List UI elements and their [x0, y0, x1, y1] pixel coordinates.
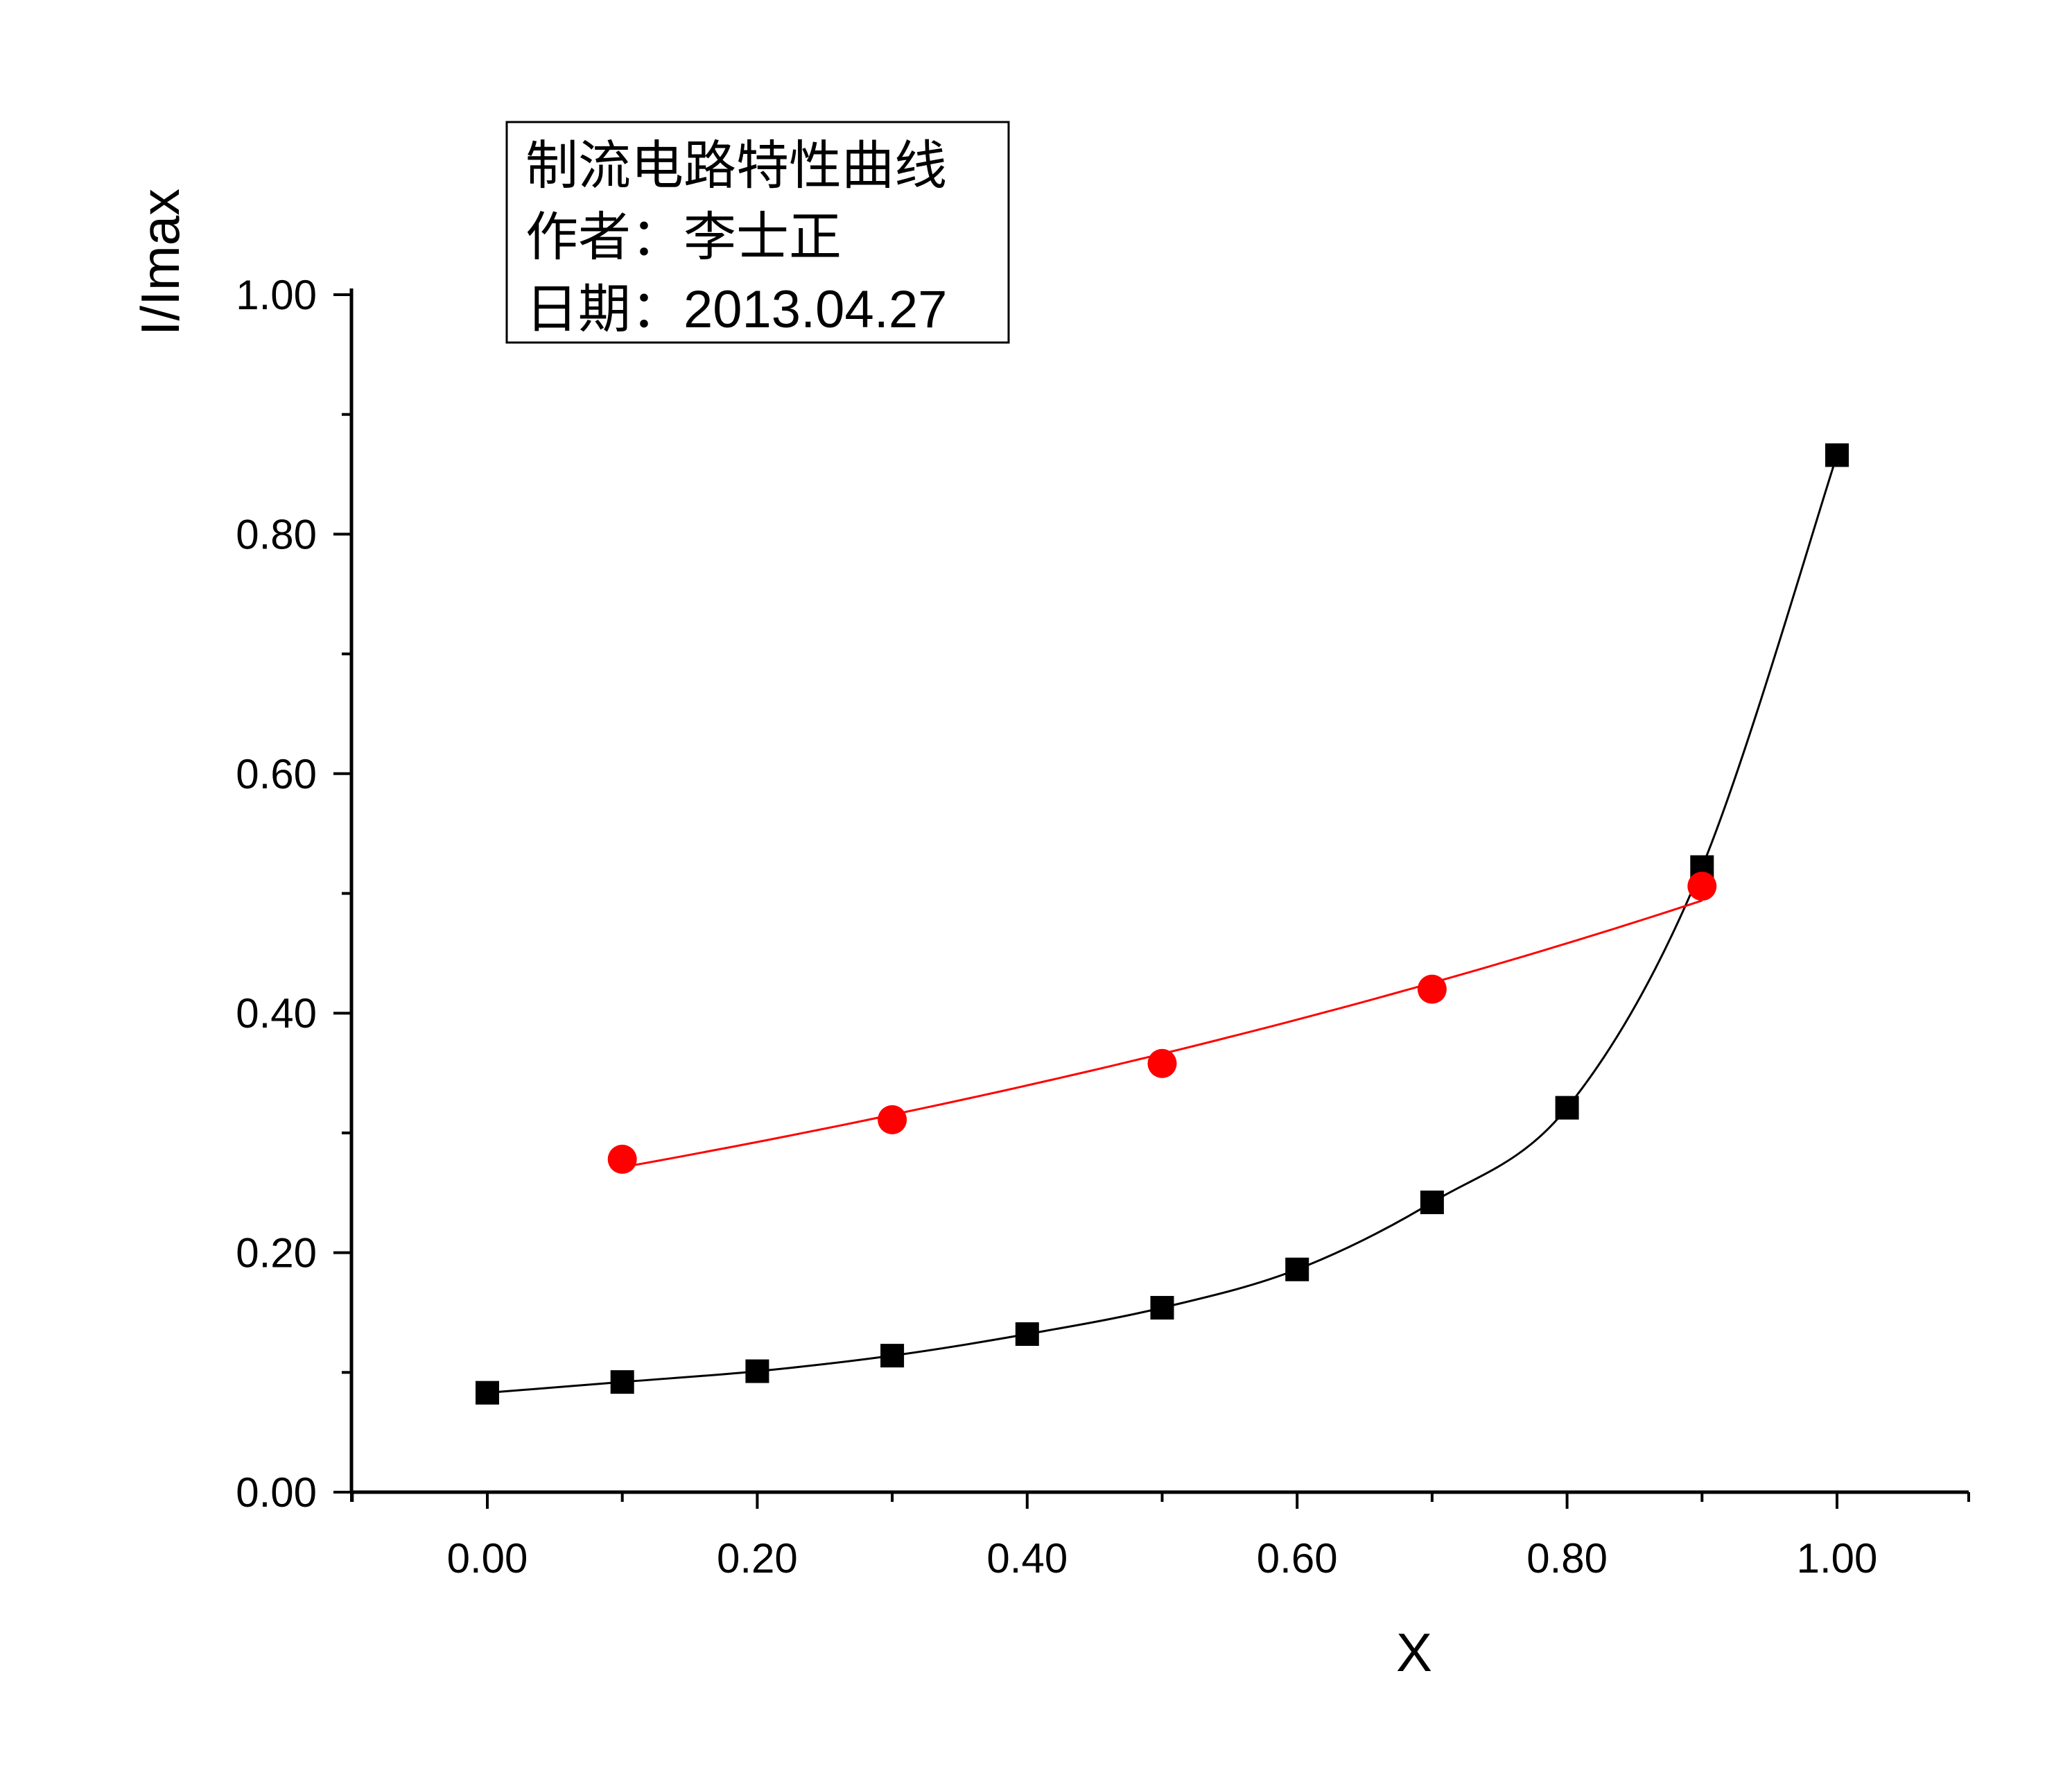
x-axis-title: X — [1396, 1622, 1432, 1683]
annotation-date: 日期：2013.04.27 — [525, 278, 947, 340]
annotation-title-text: 制流电路特性曲线 — [525, 135, 947, 196]
data-point-circle — [878, 1105, 907, 1134]
y-tick-label: 0.00 — [236, 1469, 317, 1516]
annotation-date-value: 2013.04.27 — [684, 280, 947, 339]
annotation-title: 制流电路特性曲线 — [525, 135, 947, 196]
axis-ticks: 0.00 0.20 0.40 0.60 0.80 1.00 0.00 0.20 0.40 0.60… — [236, 272, 1970, 1582]
data-point-circle — [607, 1144, 637, 1174]
y-axis-title: I/Imax — [130, 189, 191, 336]
x-tick-label: 1.00 — [1797, 1535, 1878, 1582]
data-point-square — [1015, 1322, 1039, 1347]
fit-curve-series-2 — [622, 899, 1703, 1168]
x-tick-label: 0.80 — [1526, 1535, 1608, 1582]
x-tick-label: 0.60 — [1257, 1535, 1338, 1582]
data-point-square — [476, 1381, 499, 1405]
y-tick-label: 0.20 — [236, 1230, 317, 1277]
data-point-square — [1555, 1096, 1579, 1120]
y-tick-label: 0.60 — [236, 751, 317, 797]
annotation-author-value: 李士正 — [684, 206, 842, 268]
annotation-author-label: 作者： — [525, 206, 684, 268]
data-point-square — [880, 1344, 905, 1368]
annotation-date-label: 日期： — [525, 278, 684, 340]
x-tick-label: 0.00 — [447, 1535, 528, 1582]
x-tick-label: 0.20 — [717, 1535, 798, 1582]
data-point-circle — [1417, 974, 1447, 1004]
y-tick-label: 0.80 — [236, 511, 317, 557]
annotation-frame — [505, 121, 1010, 344]
annotation-box: 制流电路特性曲线 作者：李士正 日期：2013.04.27 — [505, 121, 1010, 344]
annotation-author: 作者：李士正 — [525, 206, 842, 268]
fit-curves — [487, 454, 1838, 1394]
x-tick-label: 0.40 — [986, 1535, 1068, 1582]
y-tick-label: 0.40 — [236, 990, 317, 1037]
data-point-square — [1825, 443, 1849, 467]
data-point-square — [1150, 1296, 1174, 1320]
data-point-square — [745, 1359, 769, 1383]
fit-curve-series-1 — [487, 454, 1838, 1394]
data-point-square — [610, 1370, 634, 1394]
data-markers — [476, 443, 1849, 1405]
data-point-square — [1285, 1257, 1309, 1281]
data-point-square — [1420, 1191, 1444, 1215]
data-point-circle — [1687, 872, 1717, 901]
data-point-circle — [1147, 1048, 1177, 1078]
y-tick-label: 1.00 — [236, 272, 317, 318]
